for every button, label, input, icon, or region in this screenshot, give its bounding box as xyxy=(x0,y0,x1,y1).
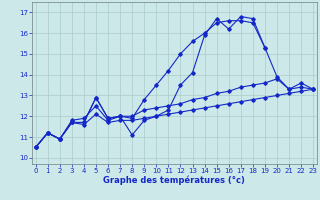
X-axis label: Graphe des températures (°c): Graphe des températures (°c) xyxy=(103,176,245,185)
